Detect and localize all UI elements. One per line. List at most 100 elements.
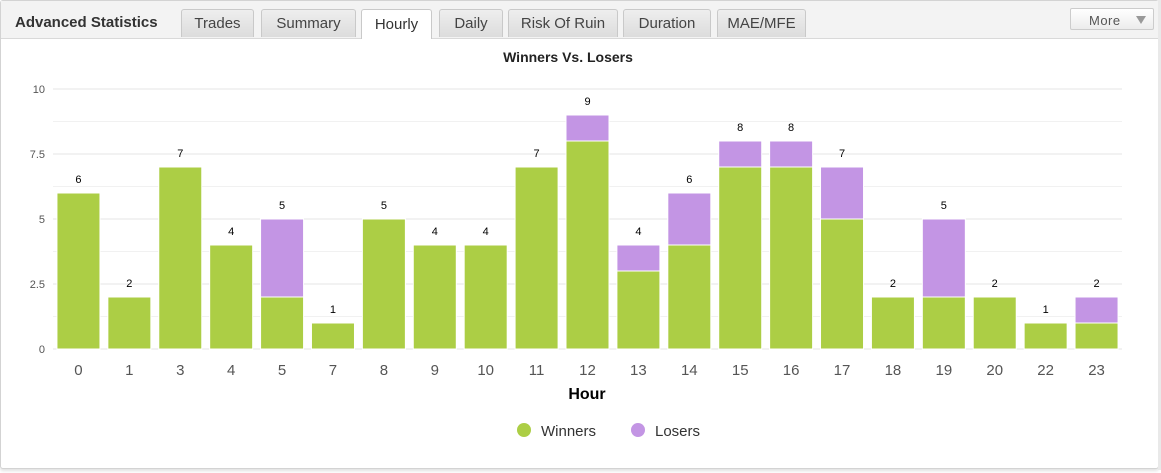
tab-duration[interactable]: Duration xyxy=(623,9,711,37)
data-label: 1 xyxy=(330,304,336,316)
data-label: 2 xyxy=(890,278,896,290)
legend-marker xyxy=(517,423,531,437)
bar-winners[interactable] xyxy=(361,218,406,350)
bar-losers[interactable] xyxy=(718,140,763,168)
x-tick-label: 1 xyxy=(125,362,133,379)
tab-daily[interactable]: Daily xyxy=(439,9,503,37)
bar-winners[interactable] xyxy=(514,166,559,350)
data-label: 2 xyxy=(1093,278,1099,290)
data-labels: 6 2 7 4 5 1 5 4 4 7 9 4 6 8 8 7 2 5 2 1 2 xyxy=(75,96,1099,316)
x-tick-label: 14 xyxy=(681,362,698,379)
data-label: 2 xyxy=(126,278,132,290)
bar-losers[interactable] xyxy=(769,140,814,168)
data-label: 8 xyxy=(788,122,794,134)
bar-winners[interactable] xyxy=(616,270,661,350)
x-tick-label: 15 xyxy=(732,362,749,379)
bars xyxy=(56,114,1119,350)
legend-label: Winners xyxy=(541,423,596,440)
data-label: 4 xyxy=(483,226,489,238)
data-label: 5 xyxy=(381,200,387,212)
bar-losers[interactable] xyxy=(820,166,865,220)
data-label: 5 xyxy=(941,200,947,212)
data-label: 4 xyxy=(228,226,234,238)
legend-marker xyxy=(631,423,645,437)
panel-title: Advanced Statistics xyxy=(15,14,158,31)
y-tick-label: 0 xyxy=(39,344,45,356)
bar-losers[interactable] xyxy=(921,218,966,298)
x-tick-label: 23 xyxy=(1088,362,1105,379)
x-tick-label: 5 xyxy=(278,362,286,379)
x-tick-label: 0 xyxy=(74,362,82,379)
chevron-down-icon xyxy=(1136,16,1146,24)
y-tick-label: 5 xyxy=(39,214,45,226)
tab-summary[interactable]: Summary xyxy=(261,9,356,37)
bar-losers[interactable] xyxy=(260,218,305,298)
panel-edge xyxy=(1158,0,1161,470)
y-tick-label: 10 xyxy=(33,84,45,96)
legend-label: Losers xyxy=(655,423,700,440)
legend-item[interactable]: Losers xyxy=(631,423,700,440)
data-label: 7 xyxy=(177,148,183,160)
tab-trades[interactable]: Trades xyxy=(181,9,254,37)
x-tick-label: 11 xyxy=(529,362,545,379)
more-button-label: More xyxy=(1089,13,1121,28)
bar-winners[interactable] xyxy=(921,296,966,350)
data-label: 4 xyxy=(432,226,438,238)
legend-item[interactable]: Winners xyxy=(517,423,596,440)
bar-winners[interactable] xyxy=(820,218,865,350)
bar-winners[interactable] xyxy=(56,192,101,350)
bar-winners[interactable] xyxy=(1074,322,1119,350)
data-label: 6 xyxy=(75,174,81,186)
data-label: 6 xyxy=(686,174,692,186)
x-tick-label: 9 xyxy=(431,362,439,379)
x-tick-label: 13 xyxy=(630,362,647,379)
tab-hourly[interactable]: Hourly xyxy=(361,9,432,39)
bar-winners[interactable] xyxy=(209,244,254,350)
bar-losers[interactable] xyxy=(616,244,661,272)
y-tick-label: 2.5 xyxy=(30,279,45,291)
x-tick-label: 19 xyxy=(935,362,952,379)
x-tick-label: 22 xyxy=(1037,362,1054,379)
bar-winners[interactable] xyxy=(107,296,152,350)
bar-losers[interactable] xyxy=(565,114,610,142)
bar-winners[interactable] xyxy=(870,296,915,350)
x-tick-label: 3 xyxy=(176,362,184,379)
tab-risk-of-ruin[interactable]: Risk Of Ruin xyxy=(508,9,618,37)
legend: Winners Losers xyxy=(517,423,700,440)
x-tick-label: 20 xyxy=(986,362,1003,379)
chart-title: Winners Vs. Losers xyxy=(503,49,633,65)
x-tick-label: 4 xyxy=(227,362,235,379)
panel-header: Advanced Statistics Trades Summary Hourl… xyxy=(1,1,1158,39)
bar-winners[interactable] xyxy=(972,296,1017,350)
bar-winners[interactable] xyxy=(565,140,610,350)
bar-winners[interactable] xyxy=(769,166,814,350)
tab-mae-mfe[interactable]: MAE/MFE xyxy=(717,9,806,37)
bar-winners[interactable] xyxy=(158,166,203,350)
bar-winners[interactable] xyxy=(463,244,508,350)
bar-winners[interactable] xyxy=(667,244,712,350)
bar-winners[interactable] xyxy=(310,322,355,350)
bar-losers[interactable] xyxy=(1074,296,1119,324)
bar-winners[interactable] xyxy=(1023,322,1068,350)
more-button[interactable]: More xyxy=(1070,8,1154,30)
x-tick-label: 10 xyxy=(477,362,494,379)
data-label: 4 xyxy=(635,226,641,238)
bar-winners[interactable] xyxy=(260,296,305,350)
x-tick-label: 12 xyxy=(579,362,596,379)
data-label: 9 xyxy=(584,96,590,108)
x-tick-label: 18 xyxy=(885,362,902,379)
bar-winners[interactable] xyxy=(412,244,457,350)
data-label: 7 xyxy=(534,148,540,160)
x-axis: 0 1 3 4 5 7 8 9 10 11 12 13 14 15 16 17 18 19 20 22 23 xyxy=(74,362,1105,379)
bar-winners[interactable] xyxy=(718,166,763,350)
y-axis: 0 2.5 5 7.5 10 xyxy=(30,84,45,356)
x-axis-title: Hour xyxy=(568,386,605,403)
x-tick-label: 16 xyxy=(783,362,800,379)
data-label: 8 xyxy=(737,122,743,134)
x-tick-label: 8 xyxy=(380,362,388,379)
bar-losers[interactable] xyxy=(667,192,712,246)
y-tick-label: 7.5 xyxy=(30,149,45,161)
data-label: 1 xyxy=(1043,304,1049,316)
